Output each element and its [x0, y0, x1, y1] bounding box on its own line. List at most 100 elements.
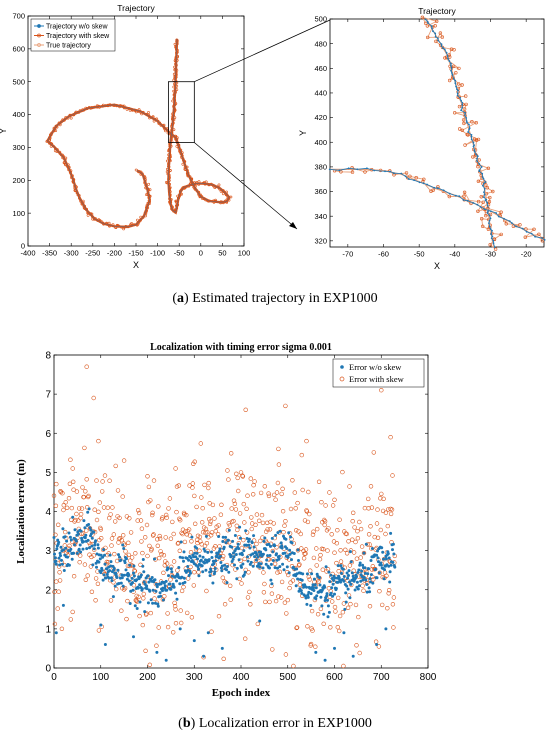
point-error-without-skew: [273, 566, 277, 570]
zoom-without-skew-point: [440, 43, 443, 46]
point-error-with-skew: [189, 615, 195, 620]
legend-marker: [37, 43, 41, 47]
point-error-with-skew: [200, 506, 205, 511]
y-tick-label: 7: [45, 390, 51, 401]
zoom-without-skew-point: [492, 242, 495, 245]
zoom-with-skew-point: [474, 120, 478, 125]
trajectory-point: [217, 183, 221, 187]
zoom-with-skew-point: [447, 53, 451, 57]
zoom-with-skew-point: [451, 64, 456, 69]
point-error-without-skew: [305, 572, 309, 576]
point-error-with-skew: [241, 537, 246, 543]
chart-title: Trajectory: [117, 3, 155, 13]
point-error-without-skew: [219, 561, 223, 564]
point-error-with-skew: [77, 553, 83, 558]
point-error-with-skew: [377, 570, 382, 575]
point-error-with-skew: [328, 625, 333, 630]
point-error-without-skew: [309, 604, 313, 607]
point-error-without-skew: [254, 558, 258, 562]
zoom-without-skew-point: [447, 57, 449, 60]
point-error-with-skew: [160, 515, 165, 520]
point-error-without-skew: [275, 552, 278, 556]
trajectory-point: [52, 144, 55, 148]
point-error-with-skew: [185, 610, 190, 616]
zoom-without-skew-point: [515, 225, 517, 228]
point-error-with-skew: [89, 589, 95, 594]
point-error-without-skew: [341, 567, 345, 571]
point-error-with-skew: [317, 575, 322, 581]
zoom-with-skew-point: [363, 170, 367, 174]
point-error-with-skew: [144, 611, 149, 616]
point-error-with-skew: [155, 537, 160, 542]
point-error-without-skew: [388, 580, 392, 584]
x-tick-label: -300: [64, 249, 79, 258]
point-error-without-skew: [77, 547, 81, 551]
zoom-without-skew-point: [541, 237, 543, 239]
point-error-without-skew: [128, 602, 132, 605]
trajectory-point: [156, 119, 160, 123]
x-tick-label: 400: [233, 672, 250, 683]
point-error-without-skew: [339, 564, 343, 568]
legend-marker: [37, 33, 41, 38]
point-error-without-skew: [261, 552, 265, 556]
point-error-with-skew: [89, 554, 94, 560]
point-error-without-skew: [362, 576, 366, 579]
point-error-with-skew: [66, 496, 72, 501]
point-error-without-skew: [290, 558, 293, 562]
point-error-with-skew: [219, 502, 224, 507]
point-error-without-skew: [223, 563, 227, 567]
point-error-with-skew: [162, 594, 167, 599]
trajectory-point: [91, 217, 95, 221]
trajectory-point: [207, 183, 211, 187]
point-error-without-skew: [145, 587, 149, 591]
point-error-with-skew: [58, 489, 64, 495]
zoom-without-skew-point: [473, 149, 476, 152]
point-error-without-skew: [96, 543, 100, 547]
point-error-with-skew: [355, 528, 360, 534]
point-error-without-skew: [117, 582, 121, 585]
point-error-with-skew: [101, 505, 107, 510]
point-error-with-skew: [231, 518, 236, 524]
point-error-without-skew: [93, 543, 97, 547]
point-error-without-skew: [201, 570, 205, 574]
point-error-with-skew: [305, 624, 310, 629]
point-error-without-skew: [348, 580, 351, 584]
trajectory-point: [227, 196, 231, 200]
point-error-with-skew: [290, 478, 295, 483]
zoom-with-skew-point: [499, 210, 503, 214]
x-tick-label: 600: [326, 672, 343, 683]
point-error-with-skew: [54, 481, 59, 487]
point-error-without-skew: [86, 510, 90, 514]
point-error-with-skew: [159, 551, 164, 557]
zoom-with-skew-point: [499, 232, 503, 237]
point-error-without-skew: [142, 570, 146, 574]
point-error-without-skew: [166, 567, 170, 571]
point-error-with-skew: [269, 591, 275, 596]
point-error-with-skew: [333, 609, 338, 614]
point-error-without-skew: [230, 545, 234, 549]
point-error-with-skew: [309, 608, 315, 614]
point-error-with-skew: [295, 548, 301, 553]
point-error-with-skew: [177, 548, 183, 553]
zoom-with-skew-point: [424, 21, 428, 25]
point-error-without-skew: [297, 559, 300, 562]
point-error-with-skew: [211, 546, 217, 551]
point-error-with-skew: [275, 480, 281, 486]
point-error-with-skew: [226, 477, 231, 482]
point-error-with-skew: [60, 491, 65, 496]
point-error-without-skew: [220, 569, 224, 573]
point-error-with-skew: [137, 613, 142, 619]
point-error-without-skew: [109, 560, 113, 564]
legend-marker: [37, 24, 41, 28]
point-error-with-skew: [68, 457, 73, 462]
point-error-with-skew: [345, 605, 351, 610]
point-error-with-skew: [119, 537, 125, 543]
point-error-with-skew: [366, 506, 371, 511]
point-error-without-skew: [389, 531, 393, 535]
point-error-with-skew: [277, 569, 282, 574]
zoom-with-skew-point: [476, 199, 481, 204]
point-error-without-skew: [377, 571, 381, 575]
point-error-without-skew: [229, 554, 233, 558]
point-error-with-skew: [63, 500, 68, 505]
point-error-with-skew: [138, 562, 143, 567]
